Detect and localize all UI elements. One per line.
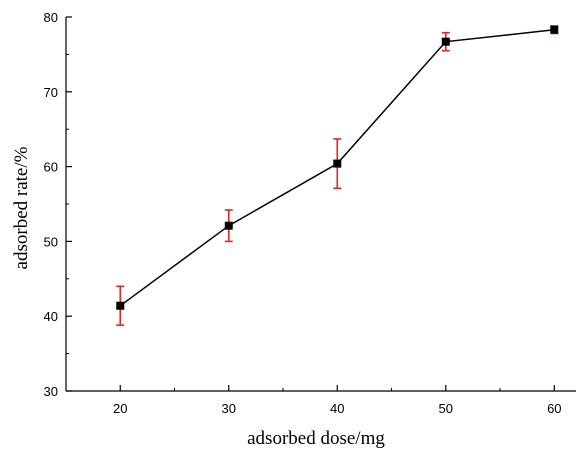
x-tick-label: 50 xyxy=(439,401,453,416)
y-tick-label: 60 xyxy=(44,160,58,175)
axes xyxy=(65,17,576,392)
x-tick-label: 30 xyxy=(222,401,236,416)
data-point-marker xyxy=(441,37,450,46)
x-tick-label: 20 xyxy=(113,401,127,416)
y-tick-label: 80 xyxy=(44,10,58,25)
data-point-marker xyxy=(224,221,233,230)
x-tick-label: 60 xyxy=(547,401,561,416)
error-bars xyxy=(116,25,559,326)
y-tick-label: 50 xyxy=(44,234,58,249)
tick-marks xyxy=(66,16,555,392)
data-point-marker xyxy=(550,25,559,34)
y-tick-labels: 30 40 50 60 70 80 xyxy=(44,10,58,399)
x-tick-labels: 20 30 40 50 60 xyxy=(113,401,562,416)
x-axis-title: adsorbed dose/mg xyxy=(247,428,385,449)
x-tick-label: 40 xyxy=(330,401,344,416)
data-point-marker xyxy=(116,301,125,310)
y-axis-title: adsorbed rate/% xyxy=(11,146,32,269)
y-tick-label: 40 xyxy=(44,309,58,324)
y-tick-label: 30 xyxy=(44,384,58,399)
data-points xyxy=(116,25,559,310)
y-tick-label: 70 xyxy=(44,85,58,100)
data-point-marker xyxy=(333,159,342,168)
